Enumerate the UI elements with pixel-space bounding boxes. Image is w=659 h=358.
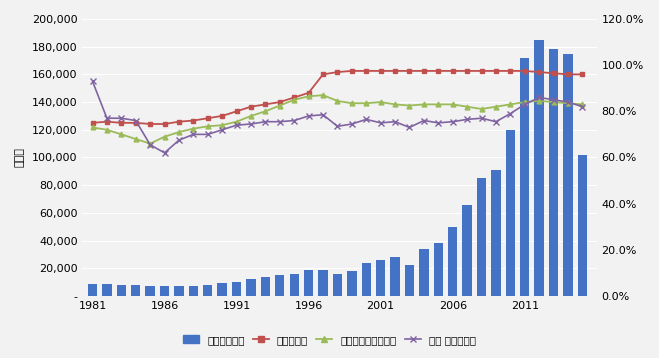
Bar: [419, 249, 428, 296]
Bar: [491, 170, 501, 296]
Y-axis label: 만달러: 만달러: [15, 147, 25, 168]
Bar: [477, 178, 486, 296]
Bar: [261, 276, 270, 296]
Bar: [505, 130, 515, 296]
Bar: [534, 40, 544, 296]
Bar: [131, 285, 140, 296]
Bar: [347, 271, 357, 296]
Bar: [390, 257, 400, 296]
Bar: [448, 227, 457, 296]
Bar: [102, 284, 111, 296]
Bar: [275, 275, 285, 296]
Bar: [578, 155, 587, 296]
Bar: [362, 263, 371, 296]
Bar: [146, 286, 155, 296]
Bar: [376, 260, 386, 296]
Bar: [174, 286, 184, 296]
Bar: [434, 243, 443, 296]
Bar: [563, 54, 573, 296]
Bar: [463, 204, 472, 296]
Bar: [232, 282, 241, 296]
Bar: [160, 286, 169, 296]
Bar: [203, 285, 212, 296]
Bar: [405, 266, 414, 296]
Bar: [246, 279, 256, 296]
Legend: 에너지수입액, 수입의존도, 원전포함수입의존도, 중동 석유의존도: 에너지수입액, 수입의존도, 원전포함수입의존도, 중동 석유의존도: [179, 331, 480, 349]
Bar: [88, 284, 97, 296]
Bar: [549, 49, 558, 296]
Bar: [520, 58, 529, 296]
Bar: [117, 285, 126, 296]
Bar: [188, 286, 198, 296]
Bar: [304, 270, 313, 296]
Bar: [318, 270, 328, 296]
Bar: [217, 284, 227, 296]
Bar: [333, 274, 342, 296]
Bar: [289, 275, 299, 296]
